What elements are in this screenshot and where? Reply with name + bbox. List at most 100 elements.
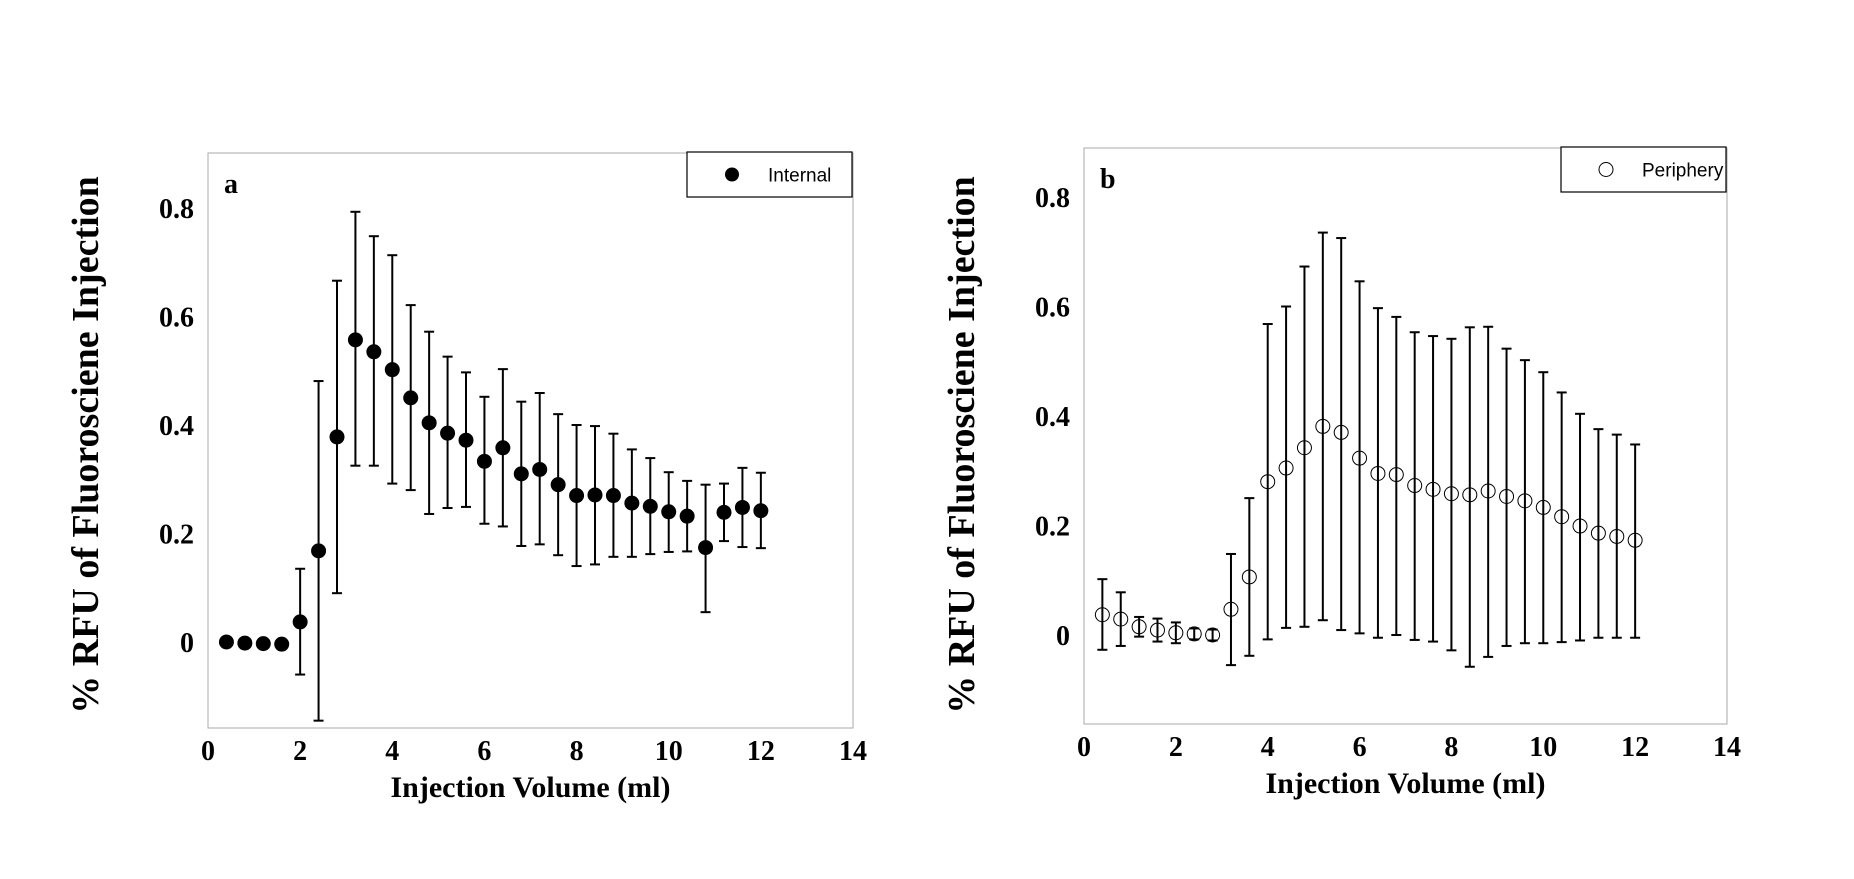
data-point bbox=[716, 504, 732, 520]
data-point bbox=[458, 432, 474, 448]
error-bar bbox=[1189, 627, 1200, 641]
data-point bbox=[421, 415, 437, 431]
data-point bbox=[476, 453, 492, 469]
data-point bbox=[1260, 474, 1276, 490]
x-tick-label: 6 bbox=[477, 736, 491, 767]
y-tick-label: 0.2 bbox=[159, 520, 194, 551]
data-point bbox=[329, 429, 345, 445]
data-point bbox=[569, 488, 585, 504]
data-point bbox=[550, 477, 566, 493]
data-point bbox=[1480, 483, 1496, 499]
data-point bbox=[1186, 626, 1202, 642]
error-bar bbox=[1225, 552, 1236, 667]
error-bar bbox=[1281, 305, 1292, 629]
y-tick-label: 0 bbox=[1056, 621, 1070, 652]
x-tick-label: 10 bbox=[1529, 732, 1557, 763]
error-bar bbox=[1262, 323, 1273, 641]
error-bar bbox=[1428, 335, 1439, 643]
axis-ticks: 0 2 4 6 8 10 12 14 0 0.2 0.4 0.6 0.8 bbox=[159, 194, 867, 767]
data-point bbox=[1407, 478, 1423, 494]
data-point bbox=[1609, 528, 1625, 544]
data-point bbox=[1535, 499, 1551, 515]
data-marks bbox=[218, 210, 769, 722]
panel-label: b bbox=[1100, 164, 1116, 195]
error-bar bbox=[1501, 347, 1512, 647]
chart-panel-a: 0 2 4 6 8 10 12 14 0 0.2 0.4 0.6 0.8 a Internal Inje… bbox=[65, 151, 867, 804]
error-bar bbox=[1575, 412, 1586, 642]
x-tick-label: 12 bbox=[747, 736, 775, 767]
data-point bbox=[1094, 607, 1110, 623]
x-tick-label: 2 bbox=[293, 736, 307, 767]
legend-label: Internal bbox=[768, 166, 831, 187]
x-tick-label: 12 bbox=[1621, 732, 1649, 763]
x-tick-label: 14 bbox=[1713, 732, 1741, 763]
data-point bbox=[255, 636, 271, 652]
data-point bbox=[1333, 424, 1349, 440]
y-tick-label: 0 bbox=[180, 628, 194, 659]
data-point bbox=[1278, 460, 1294, 476]
error-bar bbox=[1244, 497, 1255, 657]
error-bar bbox=[1464, 326, 1475, 668]
axis-ticks: 0 2 4 6 8 10 12 14 0 0.2 0.4 0.6 0.8 bbox=[1035, 183, 1741, 763]
data-point bbox=[532, 461, 548, 477]
y-tick-label: 0.2 bbox=[1035, 512, 1070, 543]
x-axis-title: Injection Volume (ml) bbox=[391, 771, 671, 804]
y-tick-label: 0.6 bbox=[1035, 293, 1070, 324]
data-point bbox=[1517, 493, 1533, 509]
error-bar bbox=[1409, 331, 1420, 641]
error-bar bbox=[1630, 443, 1641, 639]
data-point bbox=[495, 440, 511, 456]
x-tick-label: 0 bbox=[1077, 732, 1091, 763]
error-bar bbox=[1207, 628, 1218, 642]
data-point bbox=[1352, 450, 1368, 466]
data-point bbox=[1296, 440, 1312, 456]
data-point bbox=[1149, 622, 1165, 638]
legend-box bbox=[686, 151, 853, 198]
data-point bbox=[366, 344, 382, 360]
x-tick-label: 0 bbox=[201, 736, 215, 767]
x-tick-label: 4 bbox=[1261, 732, 1275, 763]
x-tick-label: 4 bbox=[385, 736, 399, 767]
data-point bbox=[753, 503, 769, 519]
data-point bbox=[347, 332, 363, 348]
y-tick-label: 0.8 bbox=[159, 194, 194, 225]
data-point bbox=[403, 390, 419, 406]
data-point bbox=[513, 466, 529, 482]
x-tick-label: 8 bbox=[1444, 732, 1458, 763]
error-bar bbox=[1391, 315, 1402, 636]
data-point bbox=[587, 487, 603, 503]
error-bar bbox=[1152, 617, 1163, 643]
x-tick-label: 8 bbox=[570, 736, 584, 767]
chart-panel-b: 0 2 4 6 8 10 12 14 0 0.2 0.4 0.6 0.8 b Periphery Inj… bbox=[941, 146, 1741, 800]
error-bar bbox=[1317, 231, 1328, 622]
plot-area bbox=[207, 152, 854, 729]
x-tick-label: 2 bbox=[1169, 732, 1183, 763]
legend-label: Periphery bbox=[1642, 161, 1724, 182]
legend-box bbox=[1560, 146, 1727, 193]
error-bar bbox=[1336, 237, 1347, 632]
x-axis-title: Injection Volume (ml) bbox=[1266, 767, 1546, 800]
error-bar bbox=[1446, 337, 1457, 652]
data-point bbox=[661, 504, 677, 520]
error-bar bbox=[1115, 591, 1126, 647]
data-point bbox=[1443, 486, 1459, 502]
y-tick-label: 0.4 bbox=[1035, 402, 1070, 433]
panel-label: a bbox=[224, 169, 238, 200]
data-point bbox=[1315, 418, 1331, 434]
data-point bbox=[1113, 611, 1129, 627]
data-point bbox=[1572, 518, 1588, 534]
y-tick-label: 0.8 bbox=[1035, 183, 1070, 214]
data-point bbox=[1425, 481, 1441, 497]
error-bar bbox=[1483, 325, 1494, 658]
data-point bbox=[605, 488, 621, 504]
data-point bbox=[1241, 569, 1257, 585]
data-point bbox=[734, 499, 750, 515]
data-point bbox=[1168, 625, 1184, 641]
y-tick-label: 0.6 bbox=[159, 303, 194, 334]
error-bar bbox=[1372, 307, 1383, 639]
data-point bbox=[698, 540, 714, 556]
data-point bbox=[624, 495, 640, 511]
error-bar bbox=[1299, 265, 1310, 628]
y-tick-label: 0.4 bbox=[159, 411, 194, 442]
